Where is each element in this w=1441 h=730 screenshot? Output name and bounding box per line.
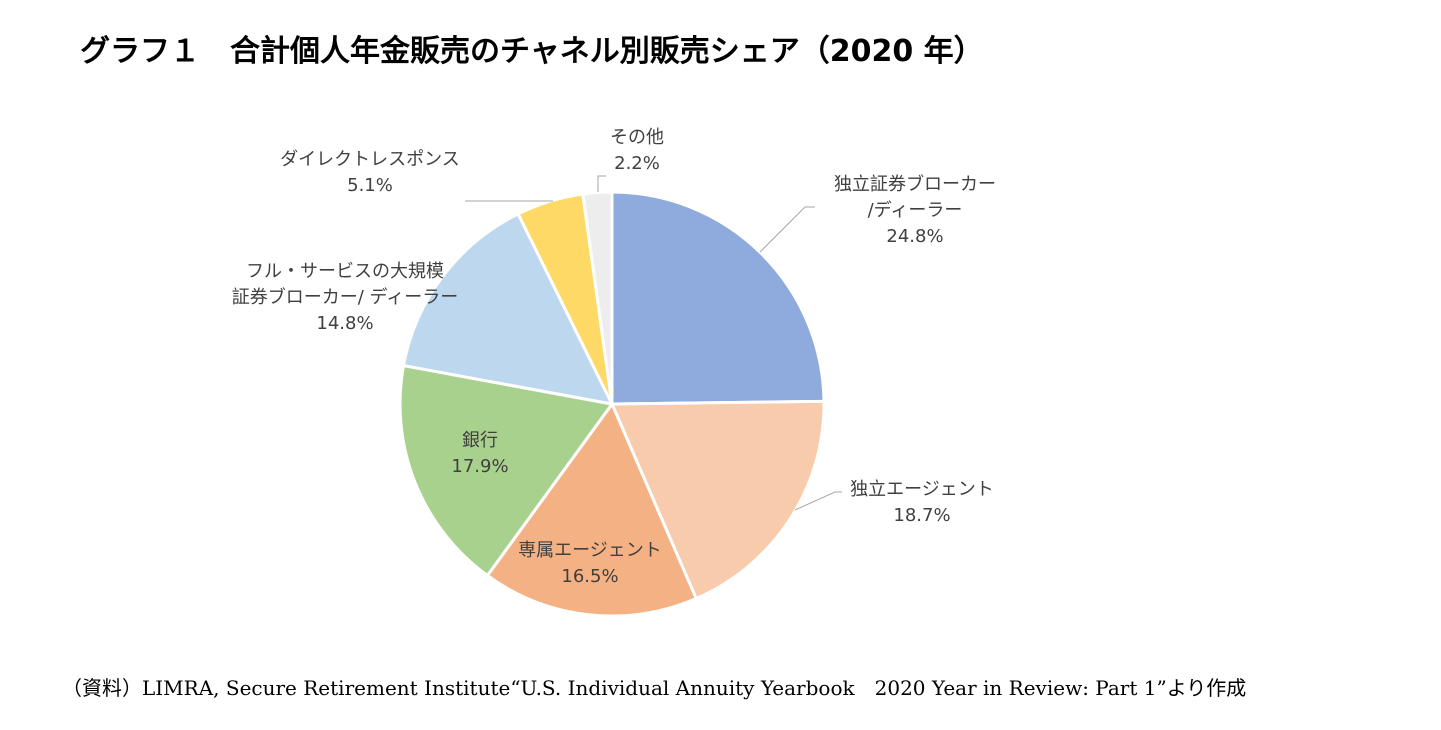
source-note: （資料）LIMRA, Secure Retirement Institute“U… <box>62 676 1247 700</box>
slice-category-label: /ディーラー <box>868 200 963 221</box>
slice-value-label: 24.8% <box>886 226 943 247</box>
slice-category-label: 独立エージェント <box>850 479 994 500</box>
slice-category-label: 専属エージェント <box>518 540 662 561</box>
slice-value-label: 2.2% <box>614 153 660 174</box>
slice-category-label: その他 <box>610 127 664 148</box>
slice-other <box>581 190 614 406</box>
slice-value-label: 16.5% <box>561 566 618 587</box>
leader-line <box>597 175 606 192</box>
slice-category-label: 独立証券ブローカー <box>834 173 996 195</box>
leader-lines <box>465 175 842 511</box>
leader-line <box>759 206 815 253</box>
slice-value-label: 5.1% <box>347 175 393 196</box>
slice-category-label: 証券ブローカー/ ディーラー <box>232 286 459 308</box>
slice-bank <box>398 364 614 578</box>
leader-line <box>794 491 842 511</box>
slice-captive-agent <box>485 402 698 618</box>
chart-title: グラフ１ 合計個人年金販売のチャネル別販売シェア（2020 年） <box>80 34 984 69</box>
slice-category-label: フル・サービスの大規模 <box>246 261 444 282</box>
slice-category-label: ダイレクトレスポンス <box>280 149 460 170</box>
pie-slices <box>398 190 826 618</box>
slice-full-service-broker-dealer <box>402 212 614 406</box>
slice-value-label: 14.8% <box>316 313 373 334</box>
slice-labels: 独立証券ブローカー/ディーラー 24.8% 独立エージェント 18.7% 専属エージェン… <box>232 127 996 587</box>
slice-value-label: 17.9% <box>451 456 508 477</box>
slice-category-label: 銀行 <box>462 430 498 451</box>
slice-independent-agent <box>610 399 826 601</box>
slice-value-label: 18.7% <box>893 505 950 526</box>
slice-independent-broker-dealer <box>610 190 826 406</box>
